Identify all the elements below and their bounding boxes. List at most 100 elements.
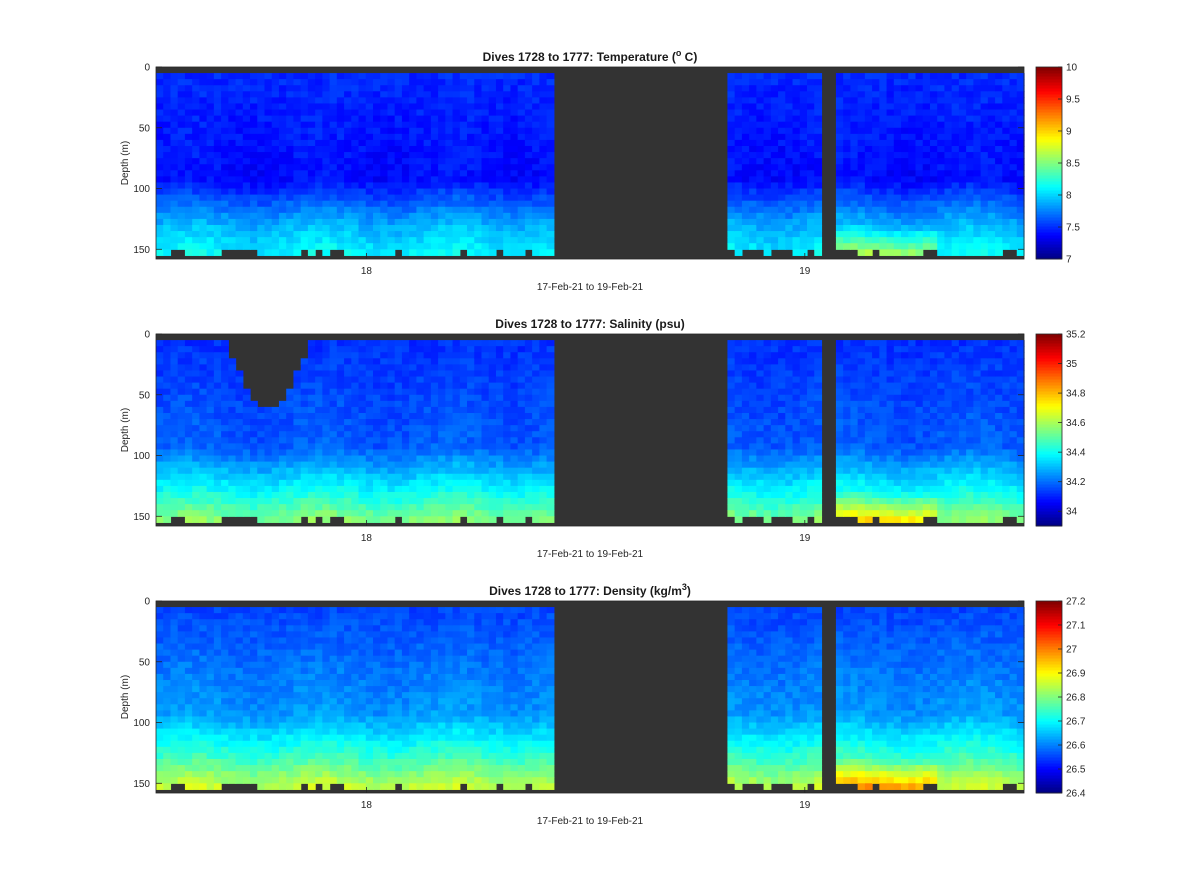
heatmap-cell — [365, 237, 374, 244]
heatmap-cell — [807, 437, 815, 444]
heatmap-cell — [734, 376, 743, 384]
heatmap-cell — [474, 152, 483, 159]
heatmap-cell — [300, 206, 309, 214]
heatmap-cell — [380, 145, 389, 153]
heatmap-cell — [192, 145, 200, 153]
heatmap-cell — [322, 461, 331, 469]
heatmap-cell — [271, 224, 280, 232]
heatmap-cell — [864, 170, 873, 177]
heatmap-cell — [951, 85, 960, 92]
heatmap-cell — [206, 139, 215, 147]
heatmap-cell — [257, 103, 266, 111]
heatmap-cell — [814, 425, 823, 432]
heatmap-cell — [741, 479, 750, 487]
heatmap-cell — [785, 382, 794, 390]
heatmap-cell — [481, 231, 490, 238]
heatmap-cell — [539, 461, 548, 469]
heatmap-cell — [445, 358, 454, 365]
heatmap-cell — [510, 498, 519, 505]
heatmap-cell — [864, 382, 873, 390]
heatmap-cell — [221, 212, 229, 220]
heatmap-cell — [481, 115, 490, 123]
heatmap-cell — [184, 467, 193, 475]
heatmap-cell — [995, 127, 1003, 135]
heatmap-cell — [401, 406, 410, 414]
heatmap-cell — [850, 473, 859, 481]
heatmap-cell — [322, 443, 331, 451]
heatmap-cell — [1002, 158, 1011, 165]
heatmap-cell — [929, 170, 938, 177]
heatmap-cell — [250, 73, 258, 80]
heatmap-cell — [857, 412, 866, 420]
heatmap-cell — [886, 218, 895, 226]
heatmap-cell — [358, 504, 367, 511]
heatmap-cell — [192, 394, 200, 402]
heatmap-cell — [524, 200, 533, 208]
heatmap-cell — [922, 200, 931, 208]
heatmap-cell — [857, 431, 866, 438]
heatmap-cell — [973, 200, 982, 208]
heatmap-cell — [481, 85, 490, 92]
heatmap-cell — [423, 394, 432, 402]
heatmap-cell — [879, 206, 888, 214]
heatmap-cell — [344, 85, 352, 92]
heatmap-cell — [271, 467, 280, 475]
heatmap-cell — [814, 231, 823, 238]
heatmap-cell — [156, 237, 164, 244]
heatmap-cell — [286, 139, 295, 147]
heatmap-cell — [300, 376, 309, 384]
heatmap-cell — [488, 461, 497, 469]
heatmap-cell — [785, 224, 794, 232]
heatmap-cell — [915, 127, 924, 135]
heatmap-cell — [901, 79, 909, 86]
heatmap-cell — [474, 340, 483, 347]
heatmap-cell — [474, 400, 483, 408]
heatmap-cell — [336, 127, 345, 135]
heatmap-cell — [973, 103, 982, 111]
heatmap-cell — [778, 170, 786, 177]
heatmap-cell — [344, 376, 352, 384]
heatmap-cell — [401, 115, 410, 123]
heatmap-cell — [242, 443, 251, 451]
heatmap-cell — [792, 376, 801, 384]
heatmap-cell — [365, 510, 374, 517]
heatmap-cell — [546, 394, 555, 402]
heatmap-cell — [792, 212, 801, 220]
heatmap-cell — [524, 364, 533, 372]
heatmap-cell — [242, 237, 251, 244]
heatmap-cell — [322, 370, 331, 378]
heatmap-cell — [799, 121, 808, 129]
heatmap-cell — [792, 139, 801, 147]
heatmap-cell — [307, 103, 316, 111]
heatmap-cell — [857, 419, 866, 426]
heatmap-cell — [206, 352, 215, 359]
heatmap-cell — [387, 479, 396, 487]
heatmap-cell — [394, 200, 403, 208]
heatmap-cell — [278, 152, 287, 159]
heatmap-cell — [416, 479, 425, 487]
heatmap-cell — [401, 73, 410, 80]
heatmap-cell — [177, 491, 186, 499]
heatmap-cell — [546, 103, 555, 111]
heatmap-cell — [336, 182, 345, 190]
colorbar-step — [1036, 238, 1062, 242]
heatmap-cell — [278, 188, 287, 196]
heatmap-cell — [315, 449, 323, 457]
heatmap-cell — [380, 382, 389, 390]
heatmap-cell — [307, 188, 316, 196]
heatmap-cell — [170, 504, 179, 511]
heatmap-cell — [915, 194, 924, 202]
heatmap-cell — [546, 358, 555, 365]
heatmap-cell — [199, 412, 208, 420]
heatmap-cell — [481, 364, 490, 372]
heatmap-cell — [850, 370, 859, 378]
heatmap-cell — [524, 455, 533, 463]
heatmap-cell — [322, 419, 331, 426]
heatmap-cell — [271, 194, 280, 202]
heatmap-cell — [864, 504, 873, 511]
heatmap-cell — [344, 91, 352, 98]
heatmap-cell — [177, 115, 186, 123]
heatmap-cell — [958, 237, 967, 244]
heatmap-cells — [156, 73, 1025, 256]
heatmap-cell — [307, 425, 316, 432]
